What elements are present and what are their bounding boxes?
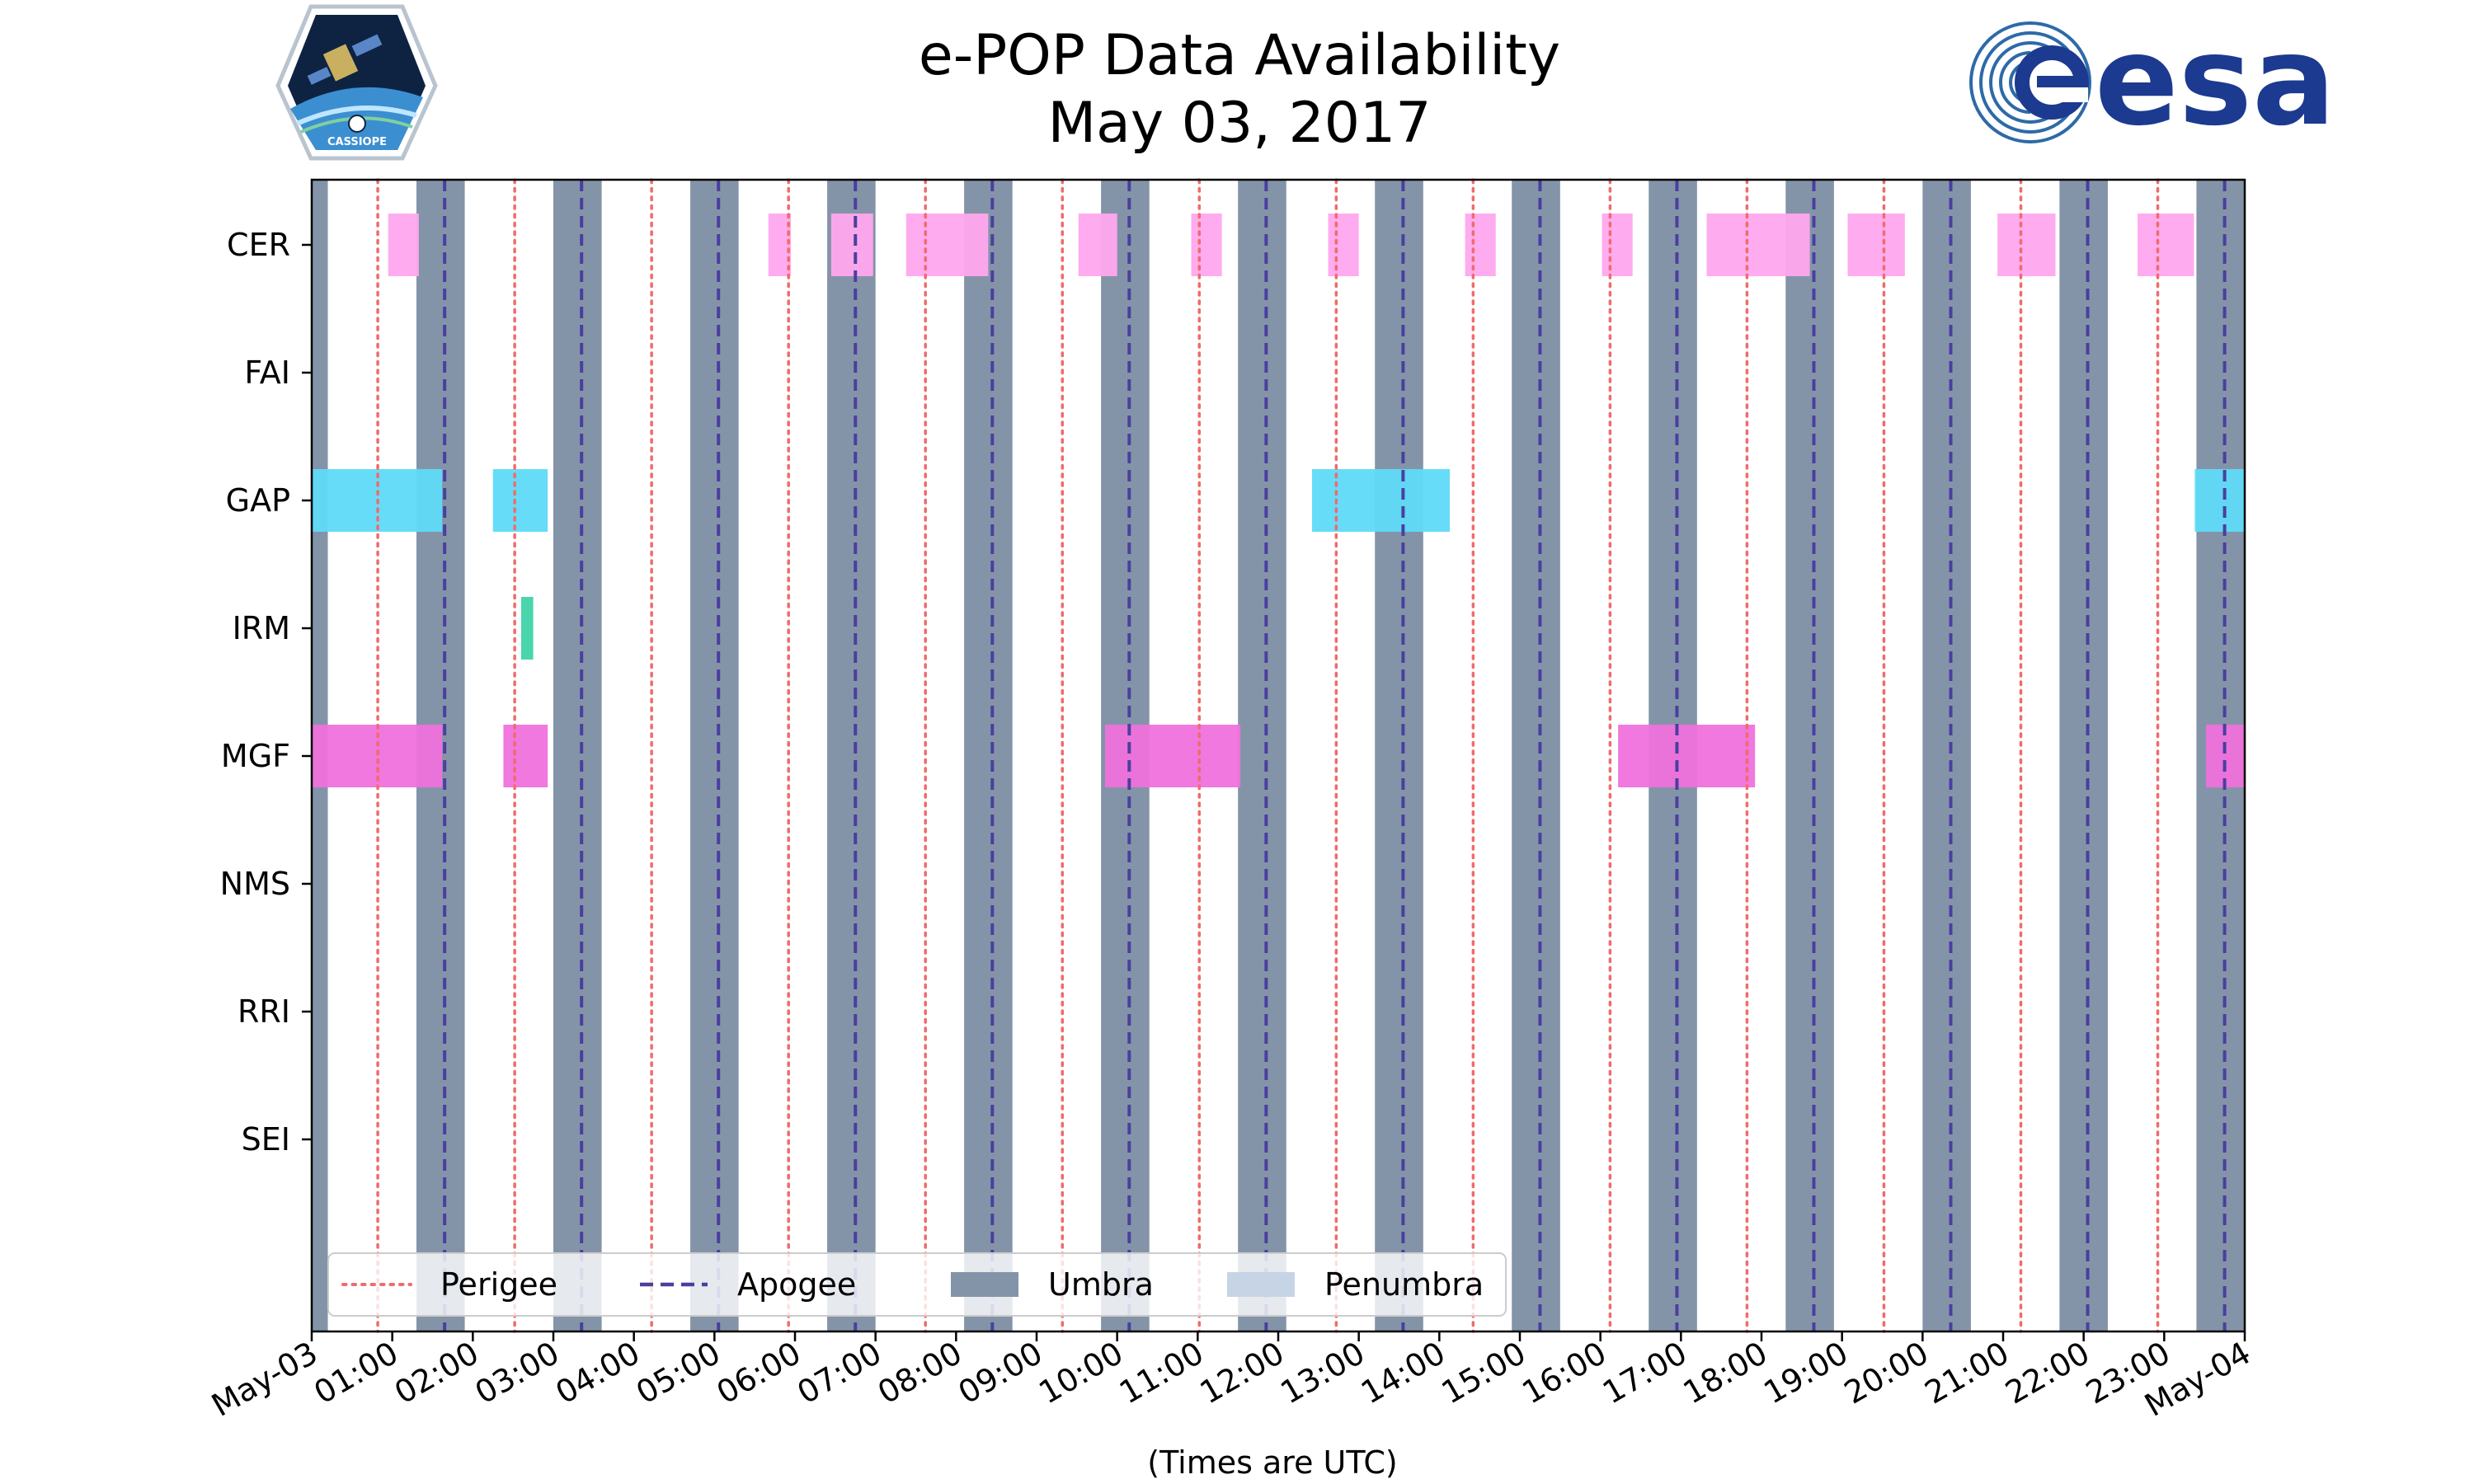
bar-cer-10 [1847,214,1905,276]
orbit-lines [376,178,2227,1333]
bar-cer-8 [1602,214,1633,276]
bar-cer-12 [2138,214,2194,276]
bar-cer-11 [1997,214,2056,276]
bar-cer-4 [1078,214,1117,276]
bar-gap-3 [2194,469,2245,532]
y-tick-label-gap: GAP [226,482,290,519]
x-tick-label-18: 18:00 [1677,1335,1774,1411]
y-tick-label-rri: RRI [238,993,290,1030]
bar-mgf-3 [1618,725,1756,787]
x-axis: May-0301:0002:0003:0004:0005:0006:0007:0… [205,1331,2257,1424]
x-tick-label-13: 13:00 [1274,1335,1371,1411]
umbra-bands [312,180,2245,1331]
x-tick-label-6: 06:00 [711,1335,807,1411]
legend-label-penumbra: Penumbra [1324,1266,1484,1303]
y-tick-label-cer: CER [227,227,290,263]
x-tick-label-1: 01:00 [308,1335,404,1411]
x-tick-label-5: 05:00 [630,1335,727,1411]
x-tick-label-7: 07:00 [791,1335,887,1411]
umbra-band-2 [553,180,602,1331]
y-tick-label-nms: NMS [220,866,290,902]
x-tick-label-4: 04:00 [549,1335,646,1411]
esa-logo: esa [1969,10,2335,153]
bar-cer-0 [388,214,419,276]
y-tick-label-sei: SEI [242,1121,290,1158]
x-tick-label-0: May-03 [205,1335,323,1424]
esa-logo-text: esa [2095,10,2335,153]
umbra-band-11 [1785,180,1834,1331]
chart-title: e-POP Data Availability [919,23,1560,88]
x-tick-label-9: 09:00 [952,1335,1049,1411]
x-tick-label-8: 08:00 [872,1335,968,1411]
bar-mgf-2 [1105,725,1241,787]
y-tick-label-mgf: MGF [221,738,290,774]
x-tick-label-10: 10:00 [1032,1335,1129,1411]
chart-subtitle: May 03, 2017 [1047,91,1431,156]
x-tick-label-17: 17:00 [1597,1335,1693,1411]
y-tick-label-irm: IRM [233,610,290,646]
x-tick-label-3: 03:00 [469,1335,566,1411]
legend-box [327,1252,1507,1317]
x-tick-label-21: 21:00 [1919,1335,2015,1411]
x-tick-label-14: 14:00 [1355,1335,1451,1411]
umbra-band-12 [1922,180,1971,1331]
umbra-band-8 [1375,180,1423,1331]
umbra-band-9 [1512,180,1560,1331]
bar-gap-2 [1312,469,1451,532]
bar-cer-5 [1191,214,1222,276]
x-axis-label: (Times are UTC) [1147,1444,1397,1481]
x-tick-label-11: 11:00 [1113,1335,1210,1411]
y-axis: CER FAI GAP IRM MGF NMS RRI SEI [220,227,312,1158]
umbra-band-4 [827,180,876,1331]
cassiope-logo-caption: CASSIOPE [327,136,387,148]
x-tick-label-2: 02:00 [388,1335,485,1411]
y-tick-label-fai: FAI [244,355,290,391]
bar-cer-3 [905,214,989,276]
bar-irm-0 [520,597,534,660]
bar-gap-1 [492,469,548,532]
legend: Perigee Apogee Umbra Penumbra [327,1252,1507,1317]
bar-cer-7 [1465,214,1496,276]
legend-swatch-penumbra [1227,1272,1295,1297]
bar-cer-9 [1706,214,1810,276]
umbra-band-7 [1238,180,1286,1331]
x-tick-label-12: 12:00 [1194,1335,1291,1411]
x-tick-label-20: 20:00 [1838,1335,1935,1411]
umbra-band-3 [690,180,739,1331]
legend-swatch-umbra [951,1272,1018,1297]
cassiope-logo: CASSIOPE [275,4,438,161]
legend-label-apogee: Apogee [737,1266,856,1303]
bar-cer-6 [1328,214,1359,276]
x-tick-label-16: 16:00 [1516,1335,1612,1411]
x-tick-label-15: 15:00 [1436,1335,1532,1411]
x-tick-label-19: 19:00 [1757,1335,1854,1411]
bar-mgf-1 [503,725,548,787]
x-tick-label-22: 22:00 [1999,1335,2095,1411]
umbra-band-5 [964,180,1013,1331]
legend-label-perigee: Perigee [440,1266,557,1303]
availability-bars [312,214,2245,787]
bar-cer-2 [830,214,873,276]
legend-label-umbra: Umbra [1048,1266,1154,1303]
umbra-band-13 [2059,180,2108,1331]
